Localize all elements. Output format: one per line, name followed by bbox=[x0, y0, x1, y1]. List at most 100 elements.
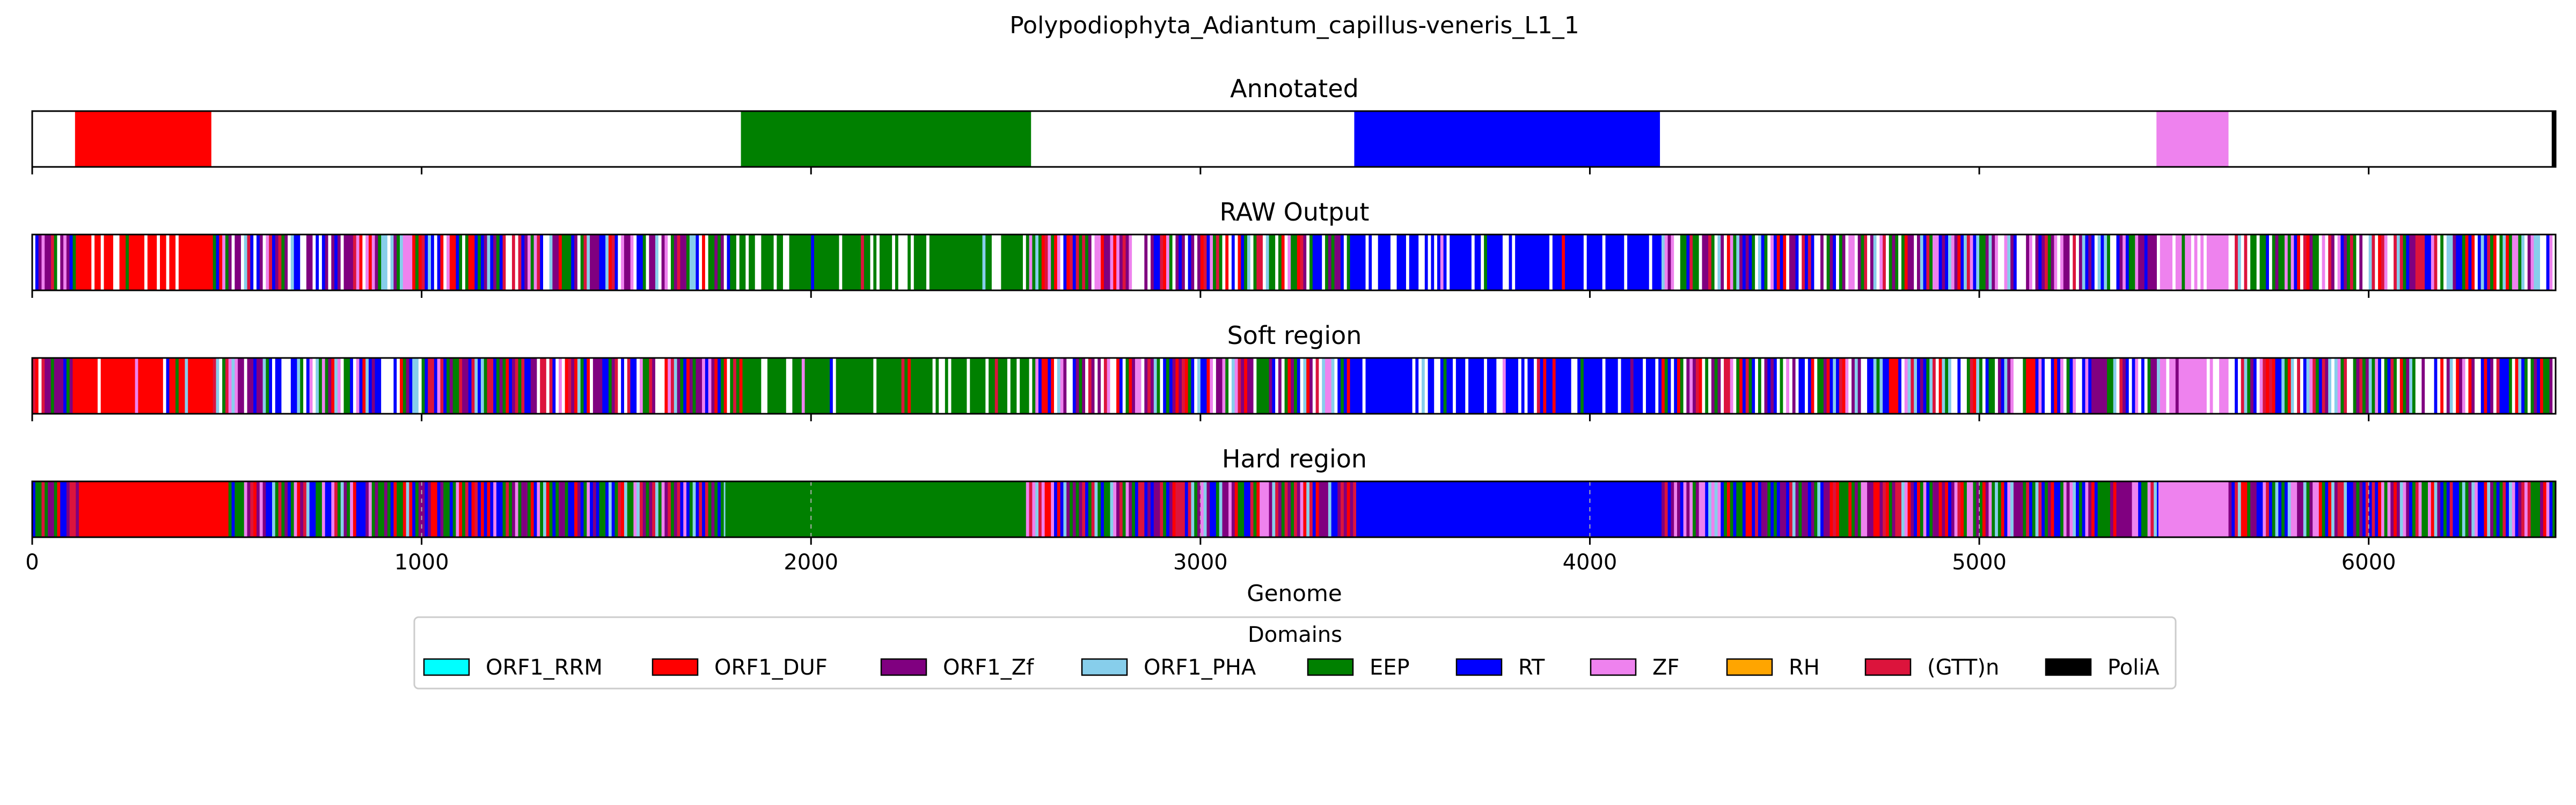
stripe bbox=[418, 481, 422, 537]
stripe bbox=[1964, 481, 1967, 537]
stripe bbox=[1889, 358, 1893, 414]
stripe bbox=[873, 235, 877, 290]
stripe bbox=[2278, 235, 2282, 290]
stripe bbox=[639, 481, 643, 537]
stripe bbox=[1857, 235, 1862, 290]
stripe bbox=[1929, 358, 1933, 414]
stripe bbox=[2449, 481, 2454, 537]
stripe bbox=[213, 358, 217, 414]
stripe bbox=[2160, 235, 2164, 290]
stripe bbox=[1287, 358, 1291, 414]
stripe bbox=[611, 235, 616, 290]
stripe bbox=[1745, 481, 1750, 537]
stripe bbox=[577, 235, 581, 290]
stripe bbox=[702, 481, 706, 537]
stripe bbox=[2443, 235, 2447, 290]
stripe bbox=[2480, 358, 2485, 414]
stripe bbox=[2387, 481, 2391, 537]
stripe bbox=[630, 481, 634, 537]
stripe bbox=[636, 235, 640, 290]
stripe bbox=[661, 481, 665, 537]
stripe bbox=[2125, 481, 2129, 537]
stripe bbox=[1752, 235, 1755, 290]
stripe bbox=[2057, 235, 2061, 290]
stripe bbox=[1153, 481, 1158, 537]
stripe bbox=[692, 358, 697, 414]
stripe bbox=[2527, 358, 2531, 414]
stripe bbox=[1752, 358, 1755, 414]
stripe bbox=[82, 358, 86, 414]
stripe bbox=[281, 235, 285, 290]
stripe bbox=[337, 358, 341, 414]
stripe bbox=[1004, 235, 1008, 290]
stripe bbox=[2010, 235, 2014, 290]
stripe bbox=[863, 235, 868, 290]
stripe bbox=[1814, 358, 1818, 414]
stripe bbox=[2035, 358, 2039, 414]
stripe bbox=[795, 358, 799, 414]
stripe bbox=[1829, 481, 1833, 537]
stripe bbox=[1805, 358, 1809, 414]
stripe bbox=[1213, 358, 1217, 414]
stripe bbox=[674, 358, 678, 414]
stripe bbox=[1306, 235, 1310, 290]
stripe bbox=[1026, 358, 1030, 414]
stripe bbox=[1929, 235, 1933, 290]
stripe bbox=[2471, 481, 2475, 537]
stripe bbox=[1390, 358, 1394, 414]
stripe bbox=[219, 235, 223, 290]
stripe bbox=[1702, 481, 1706, 537]
legend-swatch bbox=[2045, 658, 2092, 676]
stripe bbox=[552, 481, 556, 537]
stripe bbox=[1350, 481, 1353, 537]
stripe bbox=[1786, 481, 1790, 537]
stripe bbox=[1795, 358, 1799, 414]
stripe bbox=[2216, 358, 2220, 414]
stripe bbox=[1238, 358, 1241, 414]
stripe bbox=[621, 481, 625, 537]
stripe bbox=[2209, 358, 2214, 414]
stripe bbox=[1789, 358, 1793, 414]
stripe bbox=[353, 358, 357, 414]
stripe bbox=[1624, 358, 1628, 414]
stripe bbox=[2365, 358, 2369, 414]
stripe bbox=[1935, 358, 1940, 414]
stripe bbox=[1291, 481, 1294, 537]
stripe bbox=[559, 235, 562, 290]
stripe bbox=[1792, 481, 1796, 537]
stripe bbox=[1172, 358, 1176, 414]
stripe bbox=[521, 235, 525, 290]
stripe bbox=[2057, 481, 2061, 537]
stripe bbox=[1783, 235, 1787, 290]
stripe bbox=[1396, 358, 1400, 414]
stripe bbox=[546, 481, 550, 537]
stripe bbox=[773, 235, 777, 290]
stripe bbox=[1920, 235, 1924, 290]
stripe bbox=[300, 235, 304, 290]
stripe bbox=[1309, 481, 1313, 537]
stripe bbox=[2063, 358, 2067, 414]
stripe bbox=[1063, 235, 1067, 290]
stripe bbox=[2013, 358, 2017, 414]
stripe bbox=[2543, 358, 2547, 414]
stripe bbox=[415, 481, 419, 537]
stripe bbox=[110, 358, 114, 414]
legend-label: RT bbox=[1518, 655, 1545, 680]
stripe bbox=[789, 235, 793, 290]
stripe bbox=[1982, 235, 1986, 290]
segment-polia bbox=[2551, 111, 2556, 167]
stripe bbox=[2394, 358, 2397, 414]
stripe bbox=[652, 358, 656, 414]
stripe bbox=[1041, 358, 1045, 414]
stripe bbox=[982, 358, 986, 414]
stripe bbox=[462, 481, 466, 537]
stripe bbox=[1599, 235, 1603, 290]
stripe bbox=[605, 358, 609, 414]
stripe bbox=[1070, 235, 1073, 290]
stripe bbox=[820, 235, 824, 290]
stripe bbox=[1885, 235, 1890, 290]
stripe bbox=[1867, 358, 1871, 414]
stripe bbox=[2356, 481, 2360, 537]
stripe bbox=[683, 235, 687, 290]
